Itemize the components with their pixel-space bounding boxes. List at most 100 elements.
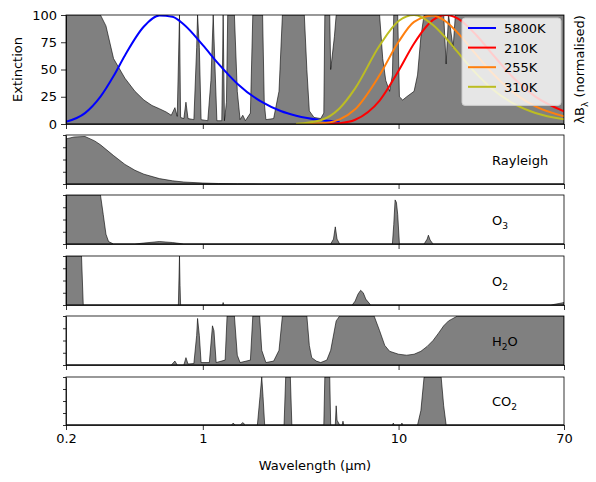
y-axis-title: Extinction xyxy=(10,37,25,102)
line xyxy=(296,15,564,124)
x-axis xyxy=(67,305,565,310)
y-tick-mark xyxy=(63,268,66,269)
extinction-area xyxy=(66,256,564,305)
x-axis xyxy=(67,365,565,370)
extinction-area xyxy=(66,136,564,184)
y-tick xyxy=(63,293,66,294)
x-tick-mark xyxy=(203,305,204,310)
panel: 0255075100ExtinctionλBλ (normalised)5800… xyxy=(10,8,590,132)
label-part: (normalised) xyxy=(572,15,587,101)
x-tick-mark xyxy=(399,184,400,189)
label-part: O xyxy=(492,213,502,228)
x-tick-mark xyxy=(66,365,67,370)
y-tick-mark xyxy=(63,184,66,185)
x-tick-mark xyxy=(399,244,400,249)
plot-area xyxy=(66,195,564,244)
x-tick xyxy=(399,305,400,310)
x-tick-label: 0.2 xyxy=(56,431,77,446)
y-tick xyxy=(63,377,66,378)
y-tick xyxy=(63,328,66,329)
x-tick xyxy=(564,305,565,310)
x-tick xyxy=(399,244,400,249)
label-part: Extinction xyxy=(10,37,25,102)
x-tick xyxy=(203,184,204,189)
y-tick-mark xyxy=(63,365,66,366)
x-tick-mark xyxy=(66,244,67,249)
legend-swatch xyxy=(468,86,496,88)
y-tick-mark xyxy=(63,244,66,245)
panel: O3 xyxy=(63,195,565,249)
y-tick-mark xyxy=(63,425,66,426)
y-tick xyxy=(63,220,66,221)
label-part: λB xyxy=(572,107,587,124)
x-tick-mark xyxy=(564,425,565,430)
y-tick xyxy=(63,184,66,185)
frame xyxy=(66,15,564,124)
y-tick xyxy=(63,256,66,257)
x-tick xyxy=(564,365,565,370)
x-tick xyxy=(564,124,565,129)
panel-label: H2O xyxy=(492,334,518,352)
panel-label: CO2 xyxy=(492,394,517,412)
plot-area xyxy=(66,15,564,124)
x-tick-mark xyxy=(203,184,204,189)
x-tick-mark xyxy=(564,124,565,129)
y-axis: 0255075100 xyxy=(32,8,66,132)
y-tick xyxy=(63,268,66,269)
x-tick-label: 70 xyxy=(556,431,573,446)
x-tick xyxy=(203,365,204,370)
x-tick-mark xyxy=(564,244,565,249)
y-tick-mark xyxy=(63,220,66,221)
y-tick-mark xyxy=(63,341,66,342)
x-axis: 0.211070 xyxy=(56,425,573,446)
y2-axis-title: λBλ (normalised) xyxy=(572,15,590,123)
panel: Rayleigh xyxy=(63,135,565,189)
y-tick-mark xyxy=(63,353,66,354)
y-tick: 0 xyxy=(49,117,66,132)
x-tick-mark xyxy=(399,365,400,370)
y-tick-mark xyxy=(63,293,66,294)
chart-container: 0255075100ExtinctionλBλ (normalised)5800… xyxy=(0,0,596,482)
y-tick xyxy=(63,172,66,173)
y-tick-mark xyxy=(61,124,66,125)
y-tick-label: 25 xyxy=(40,89,57,104)
x-tick-mark xyxy=(66,305,67,310)
x-axis xyxy=(67,184,565,189)
y-tick-mark xyxy=(63,195,66,196)
y-tick-mark xyxy=(63,135,66,136)
x-tick-mark xyxy=(203,425,204,430)
legend-label: 5800K xyxy=(504,21,546,36)
y-tick xyxy=(63,316,66,317)
x-tick xyxy=(66,124,67,129)
line xyxy=(296,15,564,124)
x-tick-mark xyxy=(66,124,67,129)
y-tick-mark xyxy=(63,232,66,233)
legend-label: 210K xyxy=(504,41,538,56)
label-part: 2 xyxy=(511,402,517,412)
y-tick xyxy=(63,160,66,161)
plot-area xyxy=(66,316,564,365)
line xyxy=(296,15,564,124)
y-tick-mark xyxy=(63,377,66,378)
x-tick-mark xyxy=(399,124,400,129)
y-tick: 50 xyxy=(40,62,66,77)
y-tick xyxy=(63,425,66,426)
x-tick-mark xyxy=(203,365,204,370)
y-tick-mark xyxy=(61,97,66,98)
x-tick xyxy=(66,244,67,249)
y-tick xyxy=(63,413,66,414)
legend-label: 255K xyxy=(504,60,538,75)
x-tick-mark xyxy=(564,365,565,370)
x-tick: 1 xyxy=(199,425,207,446)
x-tick: 70 xyxy=(556,425,573,446)
x-tick xyxy=(399,184,400,189)
y-tick-label: 100 xyxy=(32,8,57,23)
y-tick-label: 0 xyxy=(49,117,57,132)
y-tick-mark xyxy=(61,70,66,71)
label-part: 2 xyxy=(502,282,508,292)
x-axis-title: Wavelength (μm) xyxy=(259,458,371,473)
panel: O2 xyxy=(63,256,565,310)
label-part: O xyxy=(492,274,502,289)
x-tick xyxy=(564,244,565,249)
x-tick xyxy=(564,184,565,189)
